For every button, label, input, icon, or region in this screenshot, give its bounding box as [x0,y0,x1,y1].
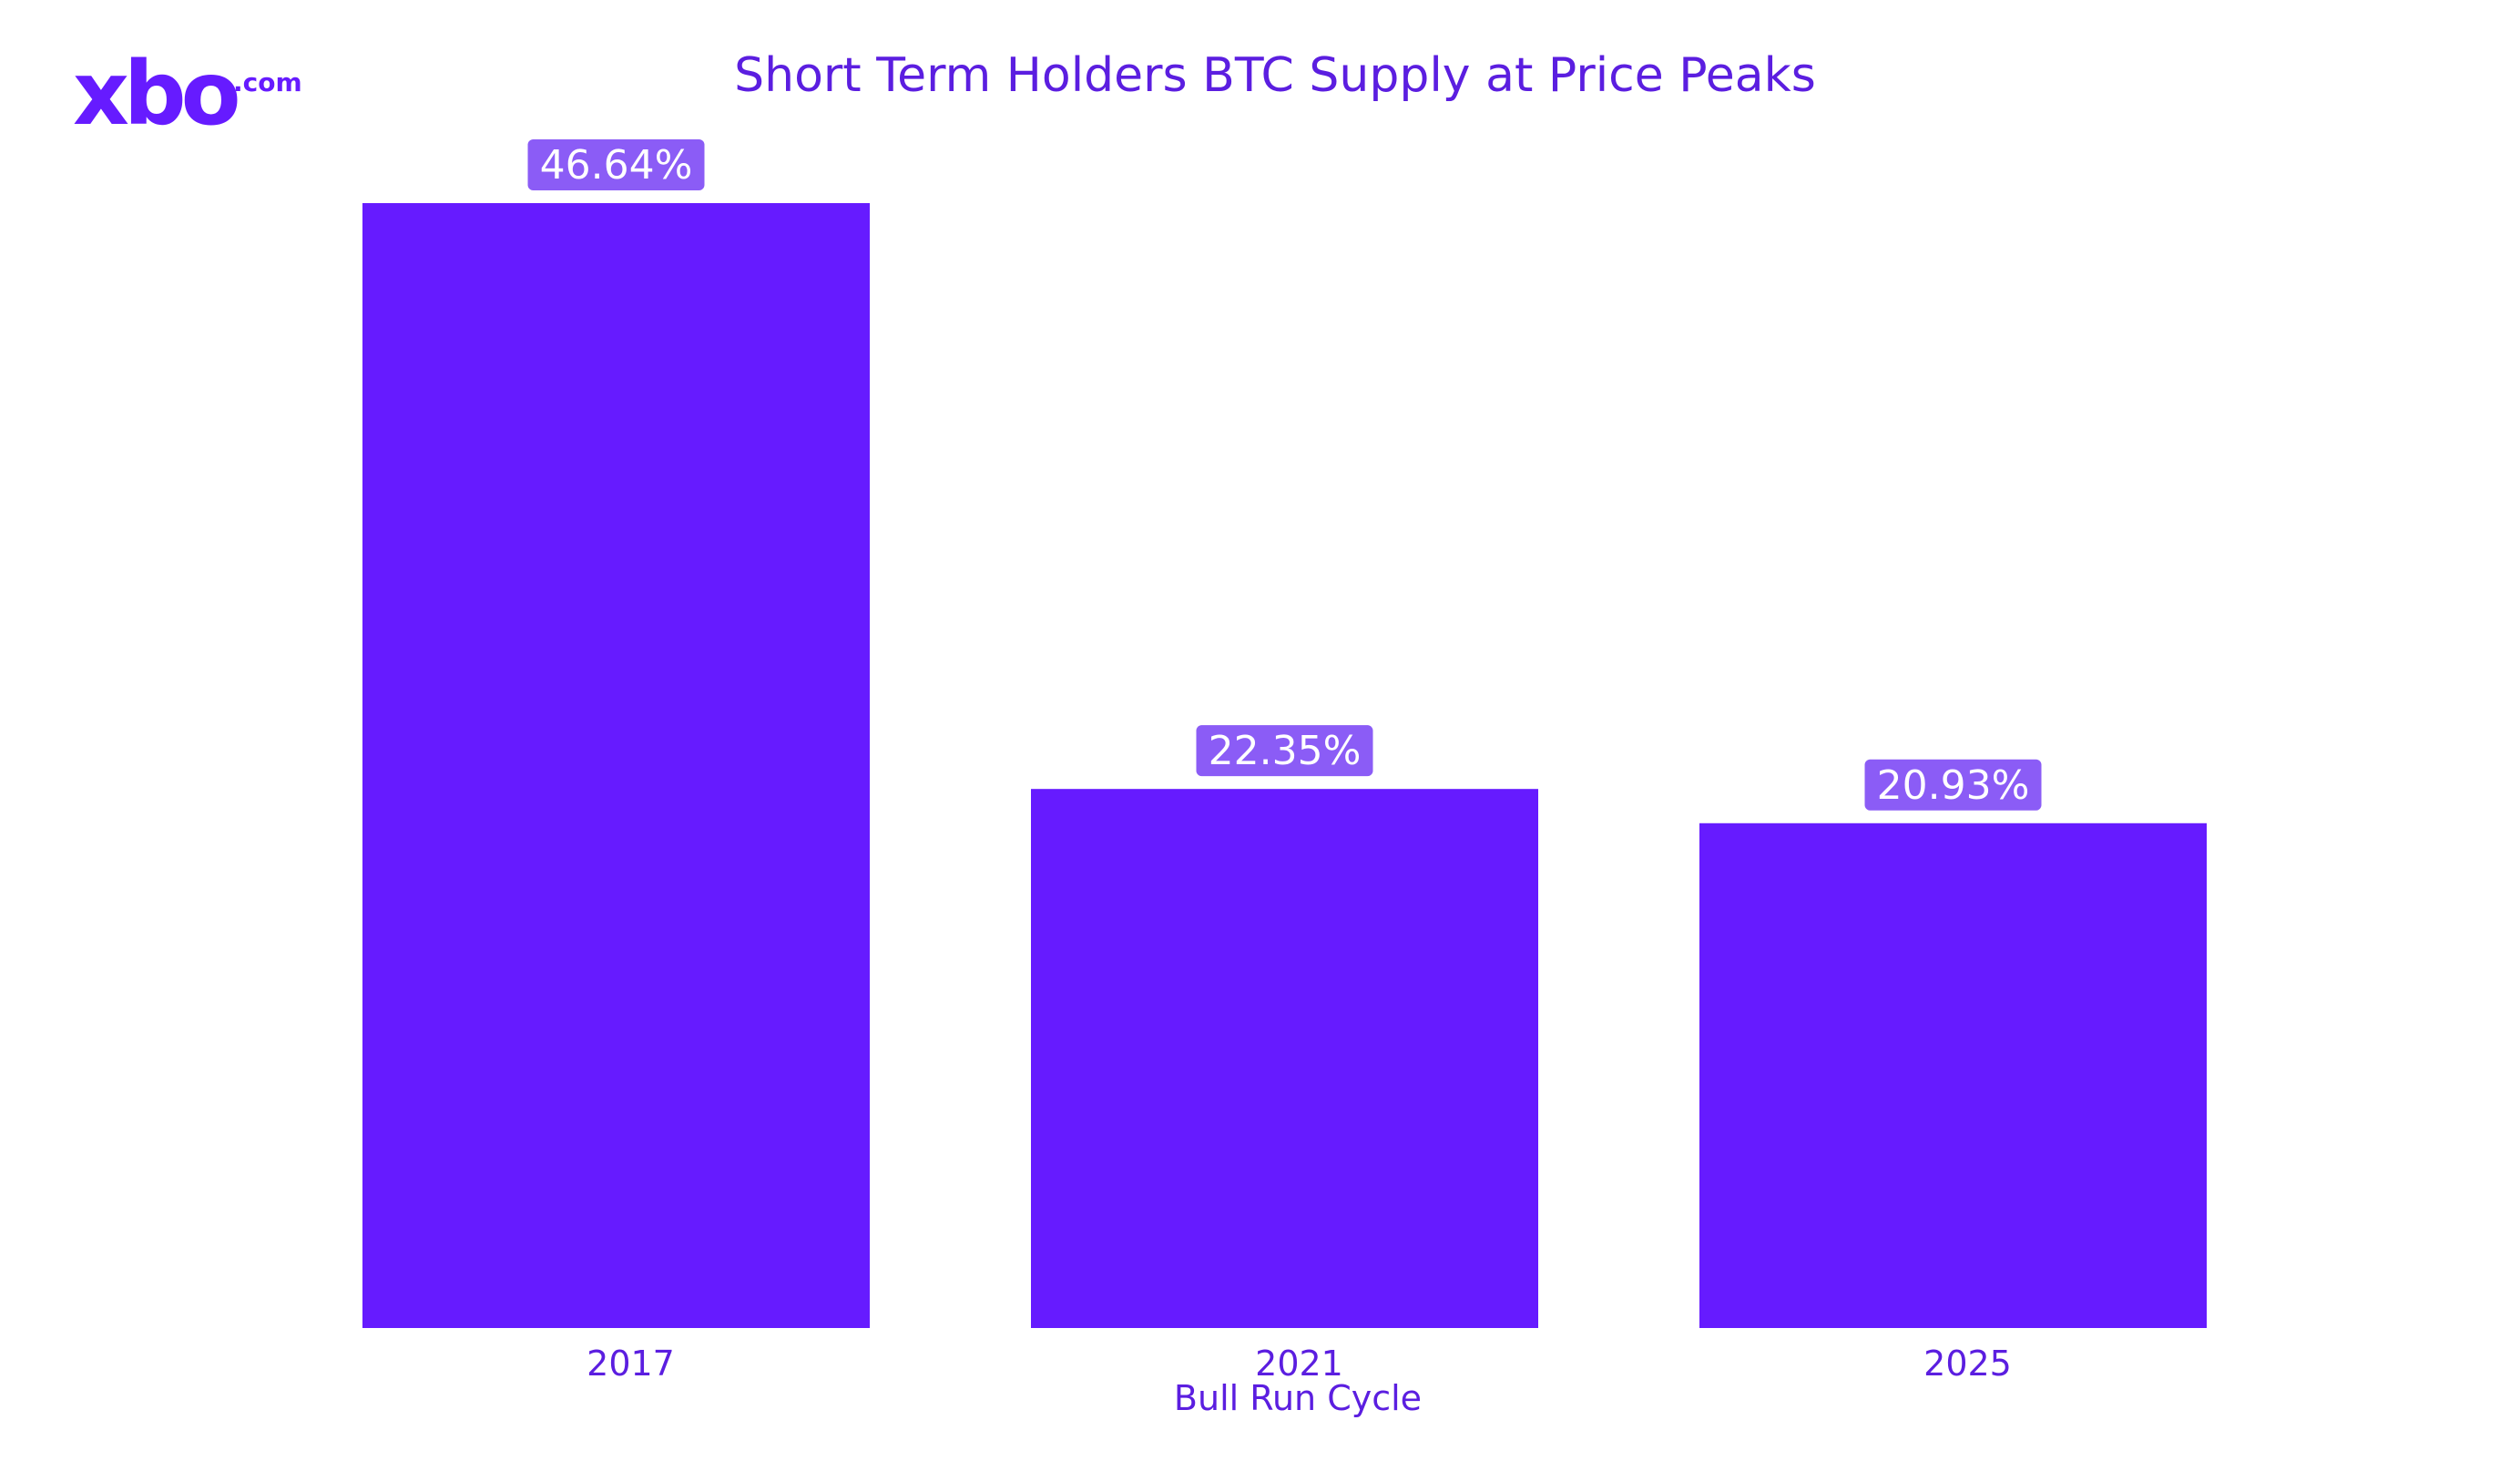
x-tick-labels-layer: 2017 2021 2025 [587,1344,2012,1384]
chart-title: Short Term Holders BTC Supply at Price P… [734,48,1816,103]
bar-2025 [1699,822,2207,1328]
bars-layer [362,203,2207,1328]
value-label-badge [1196,725,1373,777]
xbo-logo: xbo .com [73,43,302,145]
value-labels-layer: 46.64% 22.35% 20.93% [527,139,2042,811]
x-tick-label: 2021 [1255,1344,1343,1384]
value-label: 22.35% [1209,728,1362,774]
x-tick-label: 2017 [587,1344,675,1384]
logo-text: xbo [73,43,238,145]
x-tick-label: 2025 [1923,1344,2012,1384]
x-axis-label: Bull Run Cycle [1174,1378,1422,1418]
value-label: 20.93% [1877,762,2030,809]
value-label-badge [1864,759,2042,811]
logo-suffix: .com [233,67,302,97]
value-label: 46.64% [540,142,693,189]
value-label-badge [527,139,705,190]
bar-2017 [362,203,870,1328]
bar-2021 [1031,789,1538,1328]
